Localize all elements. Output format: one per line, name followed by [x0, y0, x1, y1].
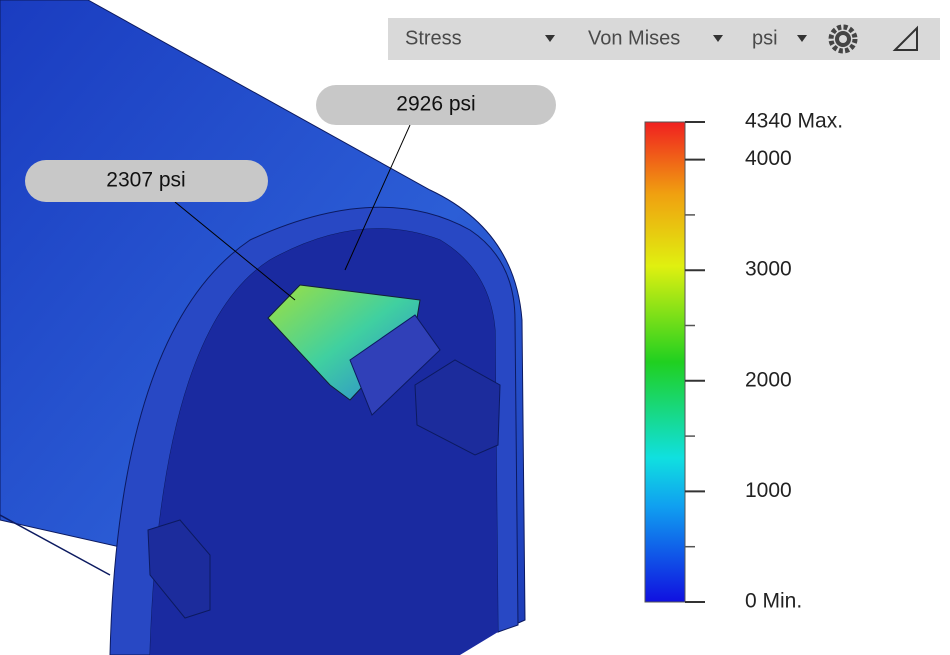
dropdown-arrow[interactable] — [713, 35, 723, 42]
dropdown-arrow[interactable] — [797, 35, 807, 42]
probe-label: 2307 psi — [106, 169, 185, 192]
tick-label: 3000 — [745, 258, 792, 281]
legend: 4340 Max. 4000 3000 2000 1000 0 Min. — [644, 110, 843, 613]
probe-labels: 2926 psi 2307 psi — [25, 85, 556, 202]
color-bar — [644, 121, 686, 603]
tick-label: 4000 — [745, 147, 792, 170]
model — [0, 0, 526, 655]
tick-label: 1000 — [745, 479, 792, 502]
probe-bubble[interactable] — [316, 85, 556, 125]
criterion-dropdown[interactable]: Von Mises — [588, 27, 680, 49]
collapse-icon[interactable] — [892, 25, 918, 51]
dropdown-arrow[interactable] — [545, 35, 555, 42]
unit-dropdown[interactable]: psi — [752, 27, 778, 49]
probe-label: 2926 psi — [396, 93, 475, 116]
probe-bubble[interactable] — [25, 160, 268, 202]
tick-label: 2000 — [745, 368, 792, 391]
settings-icon[interactable] — [828, 24, 858, 54]
tick-label: 4340 Max. — [745, 110, 843, 133]
result-dropdown[interactable]: Stress — [405, 27, 462, 49]
toolbar: Stress Von Mises psi — [388, 18, 940, 60]
tick-label: 0 Min. — [745, 590, 802, 613]
